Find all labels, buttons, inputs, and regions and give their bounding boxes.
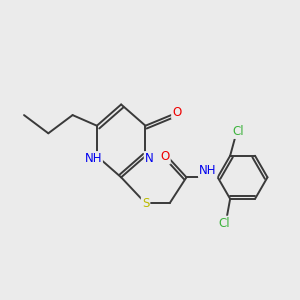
Text: O: O [172,106,181,118]
Text: Cl: Cl [218,217,230,230]
Text: Cl: Cl [232,125,244,138]
Text: S: S [142,196,149,210]
Text: N: N [145,152,154,165]
Text: NH: NH [199,164,216,177]
Text: NH: NH [85,152,102,165]
Text: O: O [160,151,170,164]
